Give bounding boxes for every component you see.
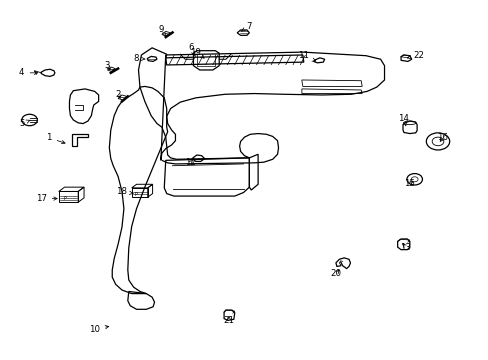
Text: 21: 21: [223, 315, 234, 324]
Text: 9: 9: [158, 26, 166, 37]
Text: 7: 7: [241, 22, 252, 31]
Text: 12: 12: [184, 158, 195, 167]
Text: 14: 14: [398, 114, 408, 126]
Text: 17: 17: [36, 194, 57, 203]
Text: 19: 19: [190, 48, 204, 58]
Text: 15: 15: [404, 179, 414, 188]
Text: 4: 4: [19, 68, 38, 77]
Text: 2: 2: [115, 90, 121, 99]
Text: 18: 18: [116, 187, 133, 196]
Text: 10: 10: [89, 325, 108, 334]
Text: 11: 11: [298, 51, 315, 61]
Text: 22: 22: [407, 51, 423, 60]
Text: 13: 13: [400, 243, 410, 252]
Text: P: P: [134, 192, 137, 197]
Text: 5: 5: [19, 119, 30, 128]
Text: 1: 1: [46, 133, 65, 144]
Text: 16: 16: [436, 133, 447, 142]
Text: 8: 8: [134, 54, 144, 63]
Text: P: P: [63, 196, 66, 201]
Text: 6: 6: [188, 43, 194, 55]
Text: 20: 20: [330, 269, 341, 278]
Text: 3: 3: [104, 61, 110, 70]
